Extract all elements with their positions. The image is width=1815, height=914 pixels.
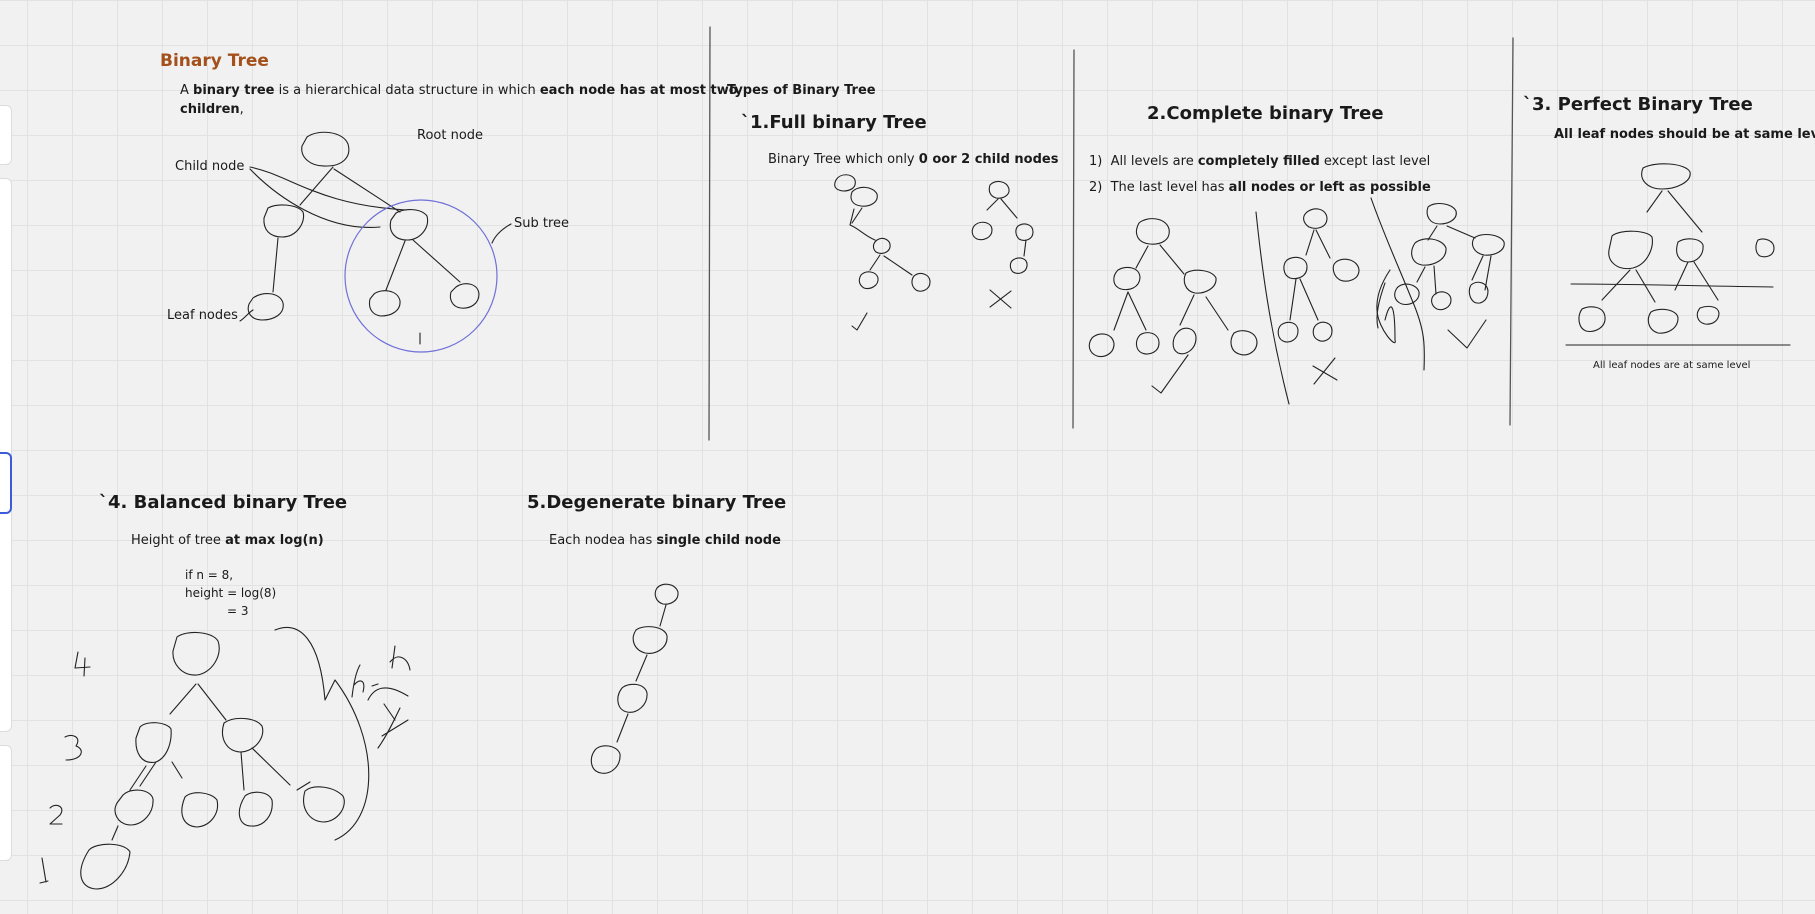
complete-rule-2[interactable]: 2) The last level has all nodes or left … (1089, 180, 1431, 195)
balanced-calc-3[interactable]: = 3 (227, 604, 249, 618)
rule1-text: All levels are (1110, 154, 1198, 169)
leaf-left (247, 293, 284, 321)
level-3-mark (64, 734, 82, 761)
section-dividers (708, 26, 1514, 441)
def-bold-1: binary tree (193, 83, 275, 98)
subtree-circle (344, 199, 498, 353)
degenerate-tree-diagram (590, 583, 679, 774)
perfect-desc-bold: All leaf nodes should be at same level (1554, 127, 1815, 142)
side-panel-bottom[interactable] (0, 745, 12, 861)
rule1-bold: completely filled (1197, 154, 1320, 169)
degenerate-tree-title[interactable]: 5.Degenerate binary Tree (527, 492, 787, 513)
binary-tree-definition[interactable]: A binary tree is a hierarchical data str… (180, 83, 738, 98)
def-text-2: is a hierarchical data structure in whic… (274, 83, 540, 98)
rule2-num: 2) (1089, 180, 1103, 195)
divider-3 (1509, 37, 1514, 426)
def-bold-3: children (180, 102, 240, 117)
node-right (389, 209, 429, 241)
binary-tree-title[interactable]: Binary Tree (160, 51, 269, 71)
leaf-sub-right (449, 283, 480, 309)
full-desc-text: Binary Tree which only (768, 152, 919, 167)
balanced-desc-text: Height of tree (131, 533, 226, 548)
divider-2 (1072, 49, 1075, 429)
level-4-mark (74, 651, 91, 677)
level-1-mark (39, 857, 49, 884)
full-tree-desc[interactable]: Binary Tree which only 0 oor 2 child nod… (768, 152, 1058, 167)
root-node-label[interactable]: Root node (417, 128, 484, 143)
complete-rule-1[interactable]: 1) All levels are completely filled exce… (1089, 154, 1430, 169)
rule2-bold: all nodes or left as possible (1228, 180, 1431, 195)
child-node-label[interactable]: Child node (175, 159, 245, 174)
degenerate-desc-bold: single child node (656, 533, 781, 548)
binary-tree-diagram (239, 131, 512, 353)
full-tree-diagram (834, 174, 1034, 331)
side-panel-top[interactable] (0, 105, 12, 165)
leaf-sub-left (368, 290, 401, 317)
complete-tree-title[interactable]: 2.Complete binary Tree (1147, 103, 1384, 124)
def-bold-2: each node has at most two (539, 83, 738, 98)
binary-tree-definition-line2[interactable]: children, (180, 102, 244, 117)
level-2-mark (49, 804, 63, 825)
rule2-text: The last level has (1110, 180, 1229, 195)
degenerate-desc-text: Each nodea has (549, 533, 657, 548)
full-desc-bold: 0 oor 2 child nodes (918, 152, 1059, 167)
balanced-tree-title[interactable]: `4. Balanced binary Tree (99, 492, 348, 513)
full-tree-title[interactable]: `1.Full binary Tree (741, 112, 927, 133)
root-node (301, 131, 350, 167)
sub-tree-label[interactable]: Sub tree (514, 216, 570, 231)
divider-1 (708, 26, 711, 441)
balanced-calc-1[interactable]: if n = 8, (185, 568, 234, 582)
def-text-1: A (180, 83, 194, 98)
degenerate-tree-desc[interactable]: Each nodea has single child node (549, 533, 781, 548)
node-left (263, 204, 305, 238)
perfect-tree-title[interactable]: `3. Perfect Binary Tree (1523, 94, 1753, 115)
rule1-num: 1) (1089, 154, 1103, 169)
balanced-tree-desc[interactable]: Height of tree at max log(n) (131, 533, 324, 548)
side-panel-selected[interactable] (0, 452, 12, 514)
balanced-desc-bold: at max log(n) (225, 533, 324, 548)
perfect-tree-desc[interactable]: All leaf nodes should be at same level (1554, 127, 1815, 142)
perfect-tree-note[interactable]: All leaf nodes are at same level (1593, 360, 1751, 371)
leaf-nodes-label[interactable]: Leaf nodes (167, 308, 238, 323)
rule1-text-2: except last level (1319, 154, 1431, 169)
perfect-tree-diagram (1565, 163, 1791, 346)
def-text-3: , (239, 102, 244, 117)
balanced-calc-2[interactable]: height = log(8) (185, 586, 277, 600)
complete-tree-diagram (1088, 197, 1505, 405)
balanced-tree-diagram (39, 627, 411, 890)
types-heading-text: Types of Binary Tree (727, 83, 876, 98)
types-heading[interactable]: Types of Binary Tree (727, 83, 876, 98)
